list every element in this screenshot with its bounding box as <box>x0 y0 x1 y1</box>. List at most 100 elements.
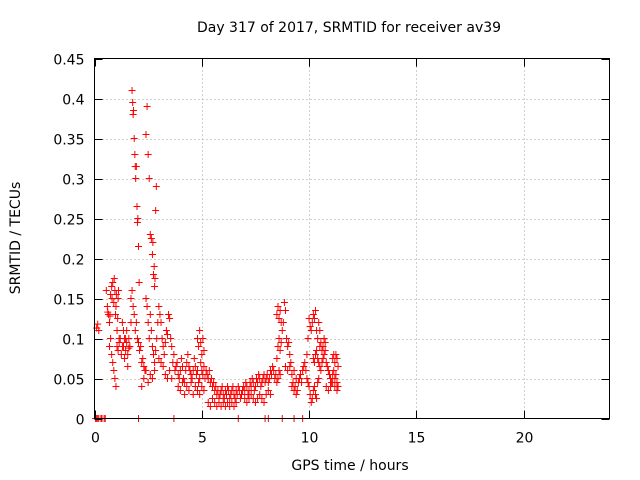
data-point <box>264 379 272 386</box>
data-point <box>232 399 240 406</box>
data-point <box>317 367 325 374</box>
data-point <box>114 315 122 322</box>
data-point <box>122 335 130 342</box>
data-point <box>162 327 170 334</box>
data-point <box>257 383 265 390</box>
data-point <box>247 391 255 398</box>
data-point <box>115 287 123 294</box>
data-point <box>178 363 186 370</box>
data-point <box>134 339 142 346</box>
data-point <box>133 335 141 342</box>
data-point <box>185 363 193 370</box>
data-point <box>273 355 281 362</box>
data-point <box>128 87 136 94</box>
data-point <box>127 295 135 302</box>
data-point <box>143 103 151 110</box>
data-point <box>150 351 158 358</box>
data-point <box>131 327 139 334</box>
data-point <box>286 363 294 370</box>
data-point <box>107 335 115 342</box>
data-point <box>183 359 191 366</box>
y-tick-label: 0.05 <box>53 373 84 389</box>
data-point <box>137 343 145 350</box>
data-point <box>163 331 171 338</box>
data-point <box>160 351 168 358</box>
data-point <box>184 351 192 358</box>
data-point <box>188 375 196 382</box>
data-point <box>330 367 338 374</box>
data-point <box>269 363 277 370</box>
data-point <box>161 371 169 378</box>
data-point <box>108 351 116 358</box>
data-point <box>256 391 264 398</box>
data-point <box>281 307 289 314</box>
data-point <box>152 207 160 214</box>
y-axis-label: SRMTID / TECUs <box>8 182 24 295</box>
x-tick-label: 20 <box>516 431 534 447</box>
data-point <box>136 347 144 354</box>
chart-title: Day 317 of 2017, SRMTID for receiver av3… <box>197 20 501 36</box>
data-point <box>314 379 322 386</box>
data-point <box>119 343 127 350</box>
data-point <box>108 295 116 302</box>
data-point <box>123 327 131 334</box>
data-point <box>146 231 154 238</box>
data-point <box>331 359 339 366</box>
data-point <box>315 319 323 326</box>
data-point <box>322 359 330 366</box>
data-point <box>303 375 311 382</box>
x-tick-label: 10 <box>301 431 319 447</box>
data-point <box>291 383 299 390</box>
data-point <box>143 303 151 310</box>
data-point <box>283 335 291 342</box>
y-tick-label: 0 <box>76 413 85 429</box>
x-tick-label: 5 <box>198 431 207 447</box>
data-point <box>280 299 288 306</box>
data-point <box>191 383 199 390</box>
data-point <box>174 371 182 378</box>
data-point <box>110 275 118 282</box>
data-point <box>302 367 310 374</box>
y-tick-label: 0.15 <box>53 293 84 309</box>
data-point <box>133 203 141 210</box>
data-point <box>142 295 150 302</box>
data-point <box>185 387 193 394</box>
data-point <box>181 391 189 398</box>
data-point <box>114 295 122 302</box>
data-point <box>145 175 153 182</box>
y-tick-label: 0.4 <box>62 93 84 109</box>
data-point <box>274 343 282 350</box>
data-point <box>129 99 137 106</box>
data-point <box>147 235 155 242</box>
data-point <box>157 359 165 366</box>
data-point <box>117 351 125 358</box>
data-point <box>159 363 167 370</box>
data-point <box>147 327 155 334</box>
data-point <box>203 371 211 378</box>
data-point <box>297 371 304 378</box>
data-point <box>151 275 159 282</box>
data-point <box>200 387 208 394</box>
data-point <box>273 379 281 386</box>
data-point <box>134 243 142 250</box>
data-point <box>274 303 282 310</box>
data-point <box>126 343 134 350</box>
data-point <box>260 399 268 406</box>
data-point <box>266 391 274 398</box>
data-point <box>148 375 156 382</box>
data-point <box>284 343 292 350</box>
data-point <box>106 312 114 320</box>
data-point <box>109 359 117 366</box>
data-point <box>161 339 169 346</box>
data-point <box>168 343 176 350</box>
data-point <box>277 319 285 326</box>
data-point <box>230 403 238 410</box>
data-point <box>194 387 201 394</box>
data-point <box>189 391 197 398</box>
data-point <box>195 343 203 350</box>
data-point <box>140 363 148 370</box>
data-point <box>200 347 208 354</box>
data-point <box>112 303 120 310</box>
data-point <box>172 363 180 370</box>
data-point <box>149 239 157 246</box>
